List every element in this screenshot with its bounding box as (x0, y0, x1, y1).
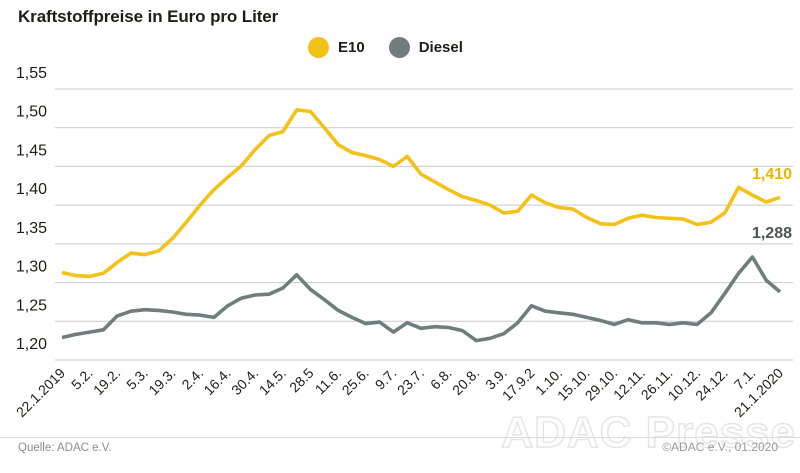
y-tick-label: 1,55 (16, 65, 47, 82)
diesel-color-swatch (388, 37, 410, 58)
series-line-e10 (61, 108, 781, 279)
y-tick-label: 1,20 (16, 336, 47, 353)
legend-item-e10: E10 (308, 37, 365, 58)
x-tick-label: 30.4. (228, 365, 261, 398)
x-tick-label: 24.12. (692, 365, 731, 404)
end-value-diesel: 1,288 (752, 225, 792, 242)
x-tick-label: 23.7. (394, 365, 427, 398)
x-tick-label: 17.9.2 (499, 365, 538, 404)
x-tick-label: 16.4. (200, 365, 233, 398)
x-tick-label: 14.5. (256, 365, 289, 398)
series-line-diesel (61, 255, 782, 343)
x-tick-label: 19.3. (145, 365, 178, 398)
y-tick-label: 1,50 (16, 104, 47, 121)
x-tick-label: 11.6. (312, 365, 345, 398)
y-tick-label: 1,40 (16, 181, 47, 198)
x-tick-label: 22.1.2019 (13, 365, 69, 421)
legend-item-diesel: Diesel (388, 37, 463, 58)
legend-label-diesel: Diesel (418, 39, 463, 56)
chart-legend: E10 Diesel (308, 37, 463, 58)
chart-title: Kraftstoffpreise in Euro pro Liter (18, 7, 279, 26)
y-tick-label: 1,30 (16, 259, 47, 276)
copyright-note: ©ADAC e.V., 01.2020 (662, 440, 778, 454)
end-value-e10: 1,410 (752, 166, 792, 183)
x-tick-label: 29.10. (582, 365, 621, 404)
x-tick-label: 20.8. (449, 365, 482, 398)
e10-color-swatch (308, 37, 329, 58)
y-tick-label: 1,35 (16, 220, 47, 237)
y-tick-label: 1,25 (16, 297, 47, 314)
x-tick-label: 25.6. (339, 365, 372, 398)
y-tick-label: 1,45 (16, 142, 47, 159)
footer-divider (0, 437, 800, 438)
x-tick-label: 28.5 (286, 365, 317, 396)
x-tick-label: 19.2. (90, 365, 123, 398)
legend-label-e10: E10 (338, 39, 365, 56)
adac-presse-watermark: ADAC Presse (501, 408, 796, 457)
source-note: Quelle: ADAC e.V. (18, 442, 112, 454)
